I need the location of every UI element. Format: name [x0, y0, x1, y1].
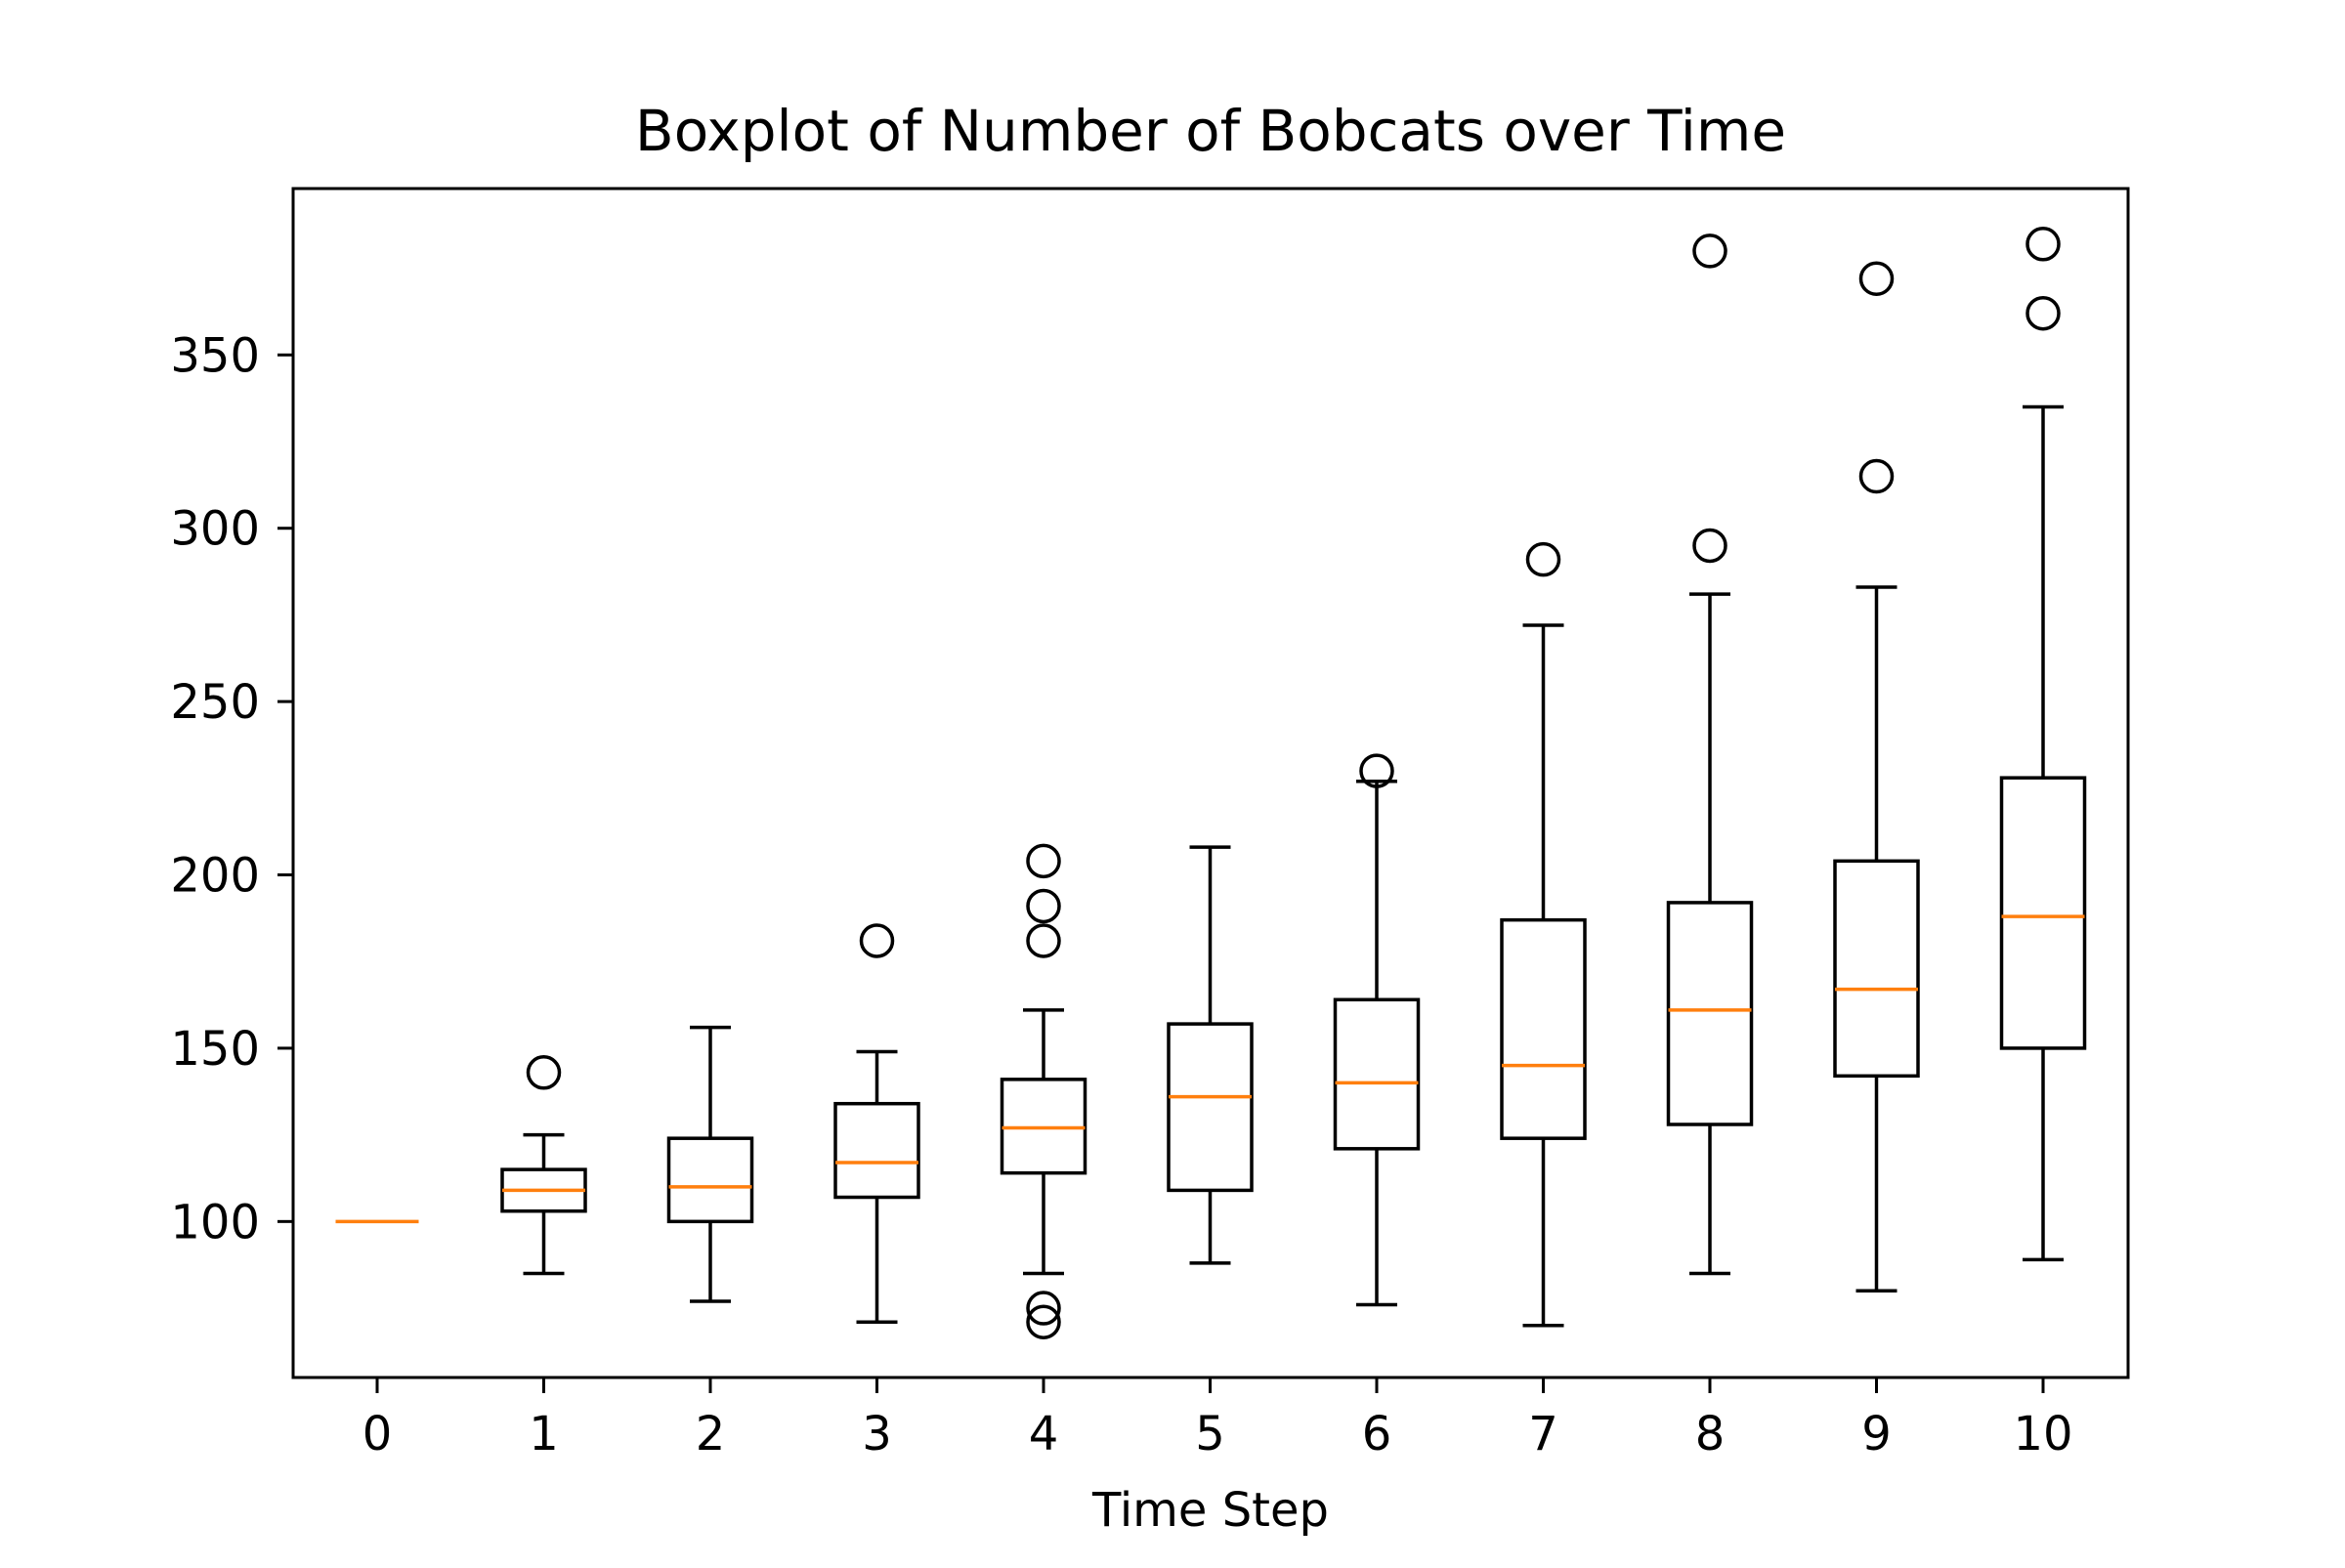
outlier-point	[1525, 541, 1561, 577]
outlier-point	[1692, 528, 1727, 564]
box-iqr	[1833, 859, 1920, 1079]
y-tick-label: 300	[170, 502, 260, 557]
x-tick-label: 1	[529, 1407, 559, 1462]
box-iqr	[1500, 917, 1587, 1140]
outlier-point	[526, 1055, 562, 1090]
box-iqr	[1666, 901, 1754, 1126]
outlier-point	[1026, 888, 1061, 924]
box-iqr	[1167, 1022, 1254, 1193]
y-tick-label: 200	[170, 849, 260, 904]
y-tick-label: 100	[170, 1195, 260, 1250]
box-iqr	[1333, 997, 1421, 1151]
outlier-point	[859, 923, 895, 958]
box-iqr	[1000, 1078, 1087, 1175]
outlier-point	[1858, 458, 1895, 494]
y-tick-label: 150	[170, 1022, 260, 1077]
outlier-point	[1026, 923, 1061, 958]
x-axis-label: Time Step	[1091, 1483, 1329, 1538]
chart-title: Boxplot of Number of Bobcats over Time	[635, 98, 1786, 164]
outlier-point	[1026, 1304, 1061, 1339]
x-tick-label: 0	[362, 1407, 393, 1462]
x-tick-label: 10	[2013, 1407, 2072, 1462]
outlier-point	[1858, 261, 1895, 297]
x-tick-label: 2	[696, 1407, 726, 1462]
box-iqr	[833, 1101, 920, 1200]
x-tick-label: 4	[1029, 1407, 1059, 1462]
x-tick-label: 9	[1861, 1407, 1892, 1462]
outlier-point	[1026, 1291, 1061, 1326]
y-tick-label: 250	[170, 675, 260, 730]
outlier-point	[2025, 227, 2061, 262]
outlier-point	[1692, 233, 1727, 269]
x-tick-label: 3	[862, 1407, 892, 1462]
outlier-point	[1026, 843, 1061, 879]
box-iqr	[1999, 776, 2087, 1050]
x-tick-label: 5	[1195, 1407, 1225, 1462]
x-tick-label: 8	[1695, 1407, 1726, 1462]
outlier-point	[1359, 753, 1394, 788]
y-tick-label: 350	[170, 328, 260, 383]
x-tick-label: 6	[1362, 1407, 1392, 1462]
box-iqr	[666, 1136, 754, 1224]
x-tick-label: 7	[1528, 1407, 1558, 1462]
outlier-point	[2025, 295, 2061, 331]
plot-area: 0 1 2 3 4 5 6 7 8 9 10 100 150 200 250 300 350	[170, 187, 2130, 1462]
